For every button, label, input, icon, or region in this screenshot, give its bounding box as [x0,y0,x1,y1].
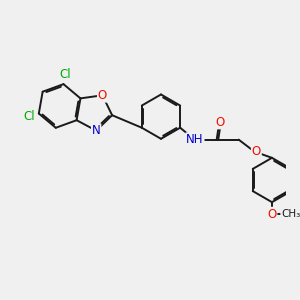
Text: O: O [252,145,261,158]
Text: NH: NH [186,133,204,146]
Text: O: O [98,89,107,102]
Text: O: O [216,116,225,128]
Text: Cl: Cl [59,68,71,81]
Text: CH₃: CH₃ [281,209,300,219]
Text: N: N [92,124,100,137]
Text: O: O [267,208,277,220]
Text: Cl: Cl [24,110,35,123]
